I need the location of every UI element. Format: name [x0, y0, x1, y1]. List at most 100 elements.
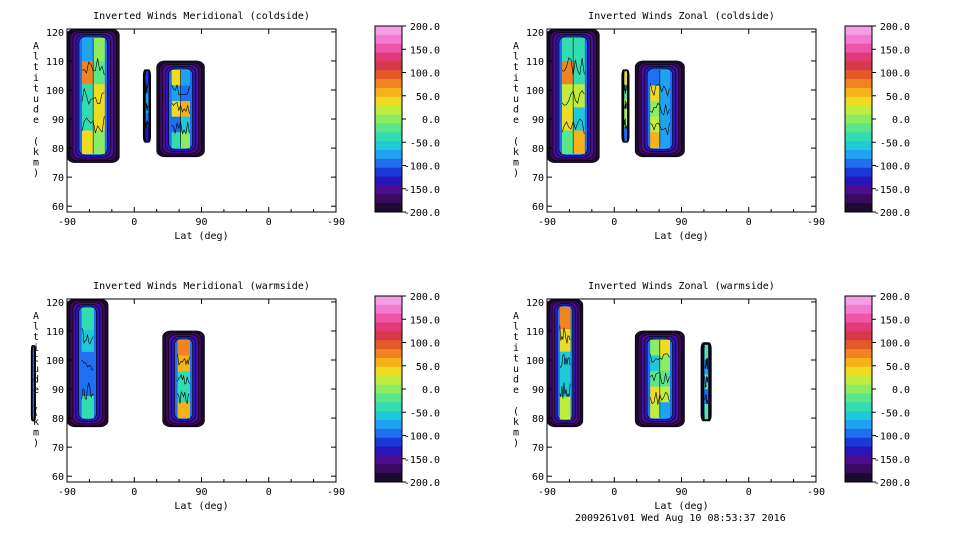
colorbar-swatch: [845, 455, 872, 465]
colorbar-label: 150.0: [880, 45, 910, 56]
colorbar-label: -200.0: [404, 478, 440, 489]
colorbar-swatch: [845, 194, 872, 204]
chart-panel-3: Inverted Winds Meridional (warmside) -90 0…: [30, 281, 440, 512]
y-tick-label: 110: [46, 327, 64, 338]
y-tick-label: 90: [52, 115, 64, 126]
colorbar-swatch: [845, 150, 872, 160]
colorbar-label: 0.0: [422, 385, 440, 396]
contour-block: [142, 69, 151, 143]
colorbar-swatch: [845, 26, 872, 36]
colorbar-swatch: [845, 176, 872, 186]
colorbar-label: -50.0: [410, 408, 440, 419]
y-axis-label-char: d: [513, 375, 519, 386]
y-axis-label-char: (: [513, 406, 519, 417]
colorbar-label: 100.0: [410, 69, 440, 80]
y-axis-label-char: e: [33, 115, 39, 126]
contour-block: [621, 69, 630, 143]
colorbar-swatch: [375, 167, 402, 178]
x-axis-label: Lat (deg): [654, 231, 708, 242]
chart-panel-1: Inverted Winds Meridional (coldside) -90 0…: [33, 11, 440, 242]
x-tick-label: 0: [746, 487, 752, 498]
colorbar-swatch: [375, 428, 402, 439]
y-axis-label-char: t: [513, 353, 519, 364]
y-axis-label-char: A: [33, 41, 39, 52]
y-axis-label-char: e: [513, 115, 519, 126]
y-axis-label-char: ): [33, 168, 39, 179]
y-axis-label-char: (: [33, 136, 39, 147]
colorbar-swatch: [845, 349, 872, 359]
contour-block: [162, 330, 205, 428]
colorbar-label: -100.0: [874, 162, 910, 173]
y-tick-label: 70: [532, 443, 544, 454]
x-tick-label: -90: [327, 217, 345, 228]
colorbar-swatch: [375, 473, 402, 483]
y-tick-label: 120: [526, 28, 544, 39]
colorbar-swatch: [375, 322, 402, 332]
y-tick-label: 80: [52, 144, 64, 155]
y-axis-label-char: e: [513, 385, 519, 396]
colorbar-swatch: [845, 114, 872, 124]
chart-panel-4: Inverted Winds Zonal (warmside) -90 0 90 0 -9…: [513, 281, 910, 512]
colorbar-label: 50.0: [886, 92, 910, 103]
y-axis-label-char: i: [513, 343, 519, 354]
colorbar-swatch: [375, 375, 402, 386]
y-tick-label: 80: [52, 414, 64, 425]
contour-block: [66, 28, 120, 163]
colorbar-swatch: [845, 158, 872, 169]
colorbar-swatch: [845, 132, 872, 142]
contour-block: [700, 342, 712, 422]
colorbar-swatch: [845, 446, 872, 456]
x-tick-label: -90: [58, 217, 76, 228]
colorbar-swatch: [375, 158, 402, 169]
colorbar-swatch: [375, 340, 402, 350]
x-tick-label: 0: [131, 217, 137, 228]
colorbar-swatch: [375, 446, 402, 456]
y-axis-label-char: l: [513, 322, 519, 333]
x-tick-label: -90: [327, 487, 345, 498]
y-tick-label: 80: [532, 144, 544, 155]
y-tick-label: 100: [526, 86, 544, 97]
contour-block: [30, 345, 36, 422]
colorbar-swatch: [375, 26, 402, 36]
colorbar-swatch: [375, 349, 402, 359]
colorbar-swatch: [845, 70, 872, 80]
chart-title: Inverted Winds Meridional (warmside): [93, 281, 310, 292]
chart-panel-2: Inverted Winds Zonal (coldside) -90 0 90 0 -9…: [513, 11, 910, 242]
colorbar-swatch: [845, 322, 872, 332]
x-tick-label: -90: [538, 487, 556, 498]
y-tick-label: 70: [52, 173, 64, 184]
y-axis-label-char: i: [513, 73, 519, 84]
colorbar-label: -200.0: [404, 208, 440, 219]
y-tick-label: 90: [532, 385, 544, 396]
colorbar-swatch: [375, 96, 402, 107]
colorbar-label: 200.0: [880, 22, 910, 33]
colorbar-label: 0.0: [892, 385, 910, 396]
y-axis-label-char: t: [513, 332, 519, 343]
colorbar-swatch: [845, 366, 872, 377]
x-tick-label: -90: [807, 217, 825, 228]
colorbar-swatch: [375, 141, 402, 151]
y-tick-label: 60: [532, 202, 544, 213]
colorbar-swatch: [845, 96, 872, 107]
y-tick-label: 70: [52, 443, 64, 454]
colorbar: 200.0 150.0 100.0 50.0 0.0 -50.0 -100.0 -150.0 -…: [844, 22, 910, 219]
x-tick-label: 0: [266, 217, 272, 228]
colorbar-swatch: [845, 79, 872, 89]
y-axis-label-char: ): [513, 168, 519, 179]
colorbar-swatch: [845, 375, 872, 386]
colorbar-swatch: [375, 304, 402, 315]
y-axis-label-char: t: [33, 353, 39, 364]
colorbar-label: -50.0: [880, 408, 910, 419]
colorbar-swatch: [845, 123, 872, 133]
colorbar-swatch: [375, 52, 402, 62]
colorbar-swatch: [845, 43, 872, 54]
y-axis-label-char: u: [33, 94, 39, 105]
y-tick-label: 100: [46, 356, 64, 367]
colorbar-swatch: [375, 70, 402, 80]
colorbar-label: 200.0: [880, 292, 910, 303]
x-tick-label: 90: [675, 217, 687, 228]
colorbar-swatch: [375, 114, 402, 124]
colorbar-label: 100.0: [410, 339, 440, 350]
y-axis-label-char: t: [513, 62, 519, 73]
